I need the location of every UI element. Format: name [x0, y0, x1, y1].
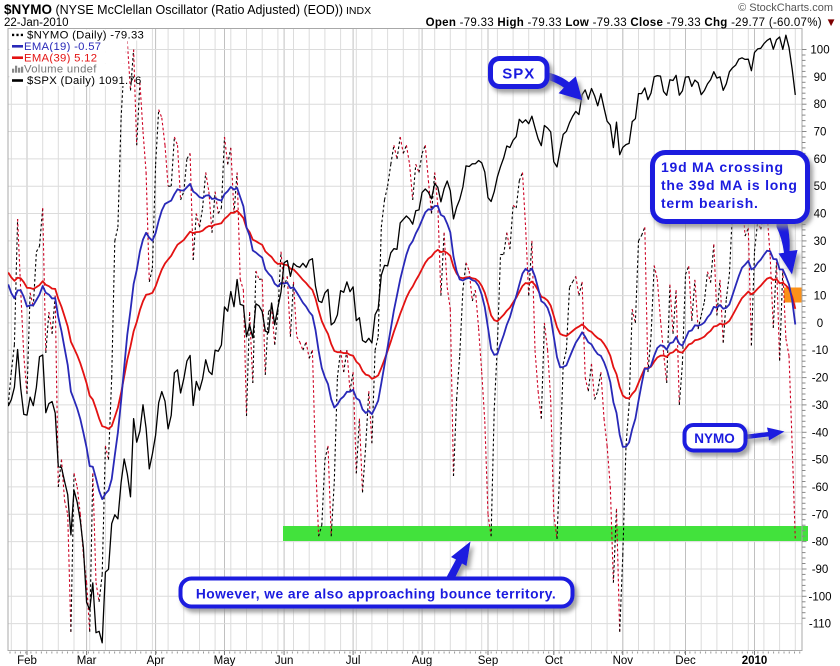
svg-text:Open -79.33 High -79.33 Low -7: Open -79.33 High -79.33 Low -79.33 Close…	[426, 17, 837, 29]
svg-text:50: 50	[814, 181, 827, 193]
svg-text:-20: -20	[812, 373, 829, 385]
svg-text:-110: -110	[809, 619, 831, 631]
svg-text:-100: -100	[808, 591, 831, 603]
svg-text:Jul: Jul	[346, 655, 361, 666]
svg-text:SPX: SPX	[502, 66, 535, 83]
svg-text:40: 40	[814, 209, 827, 221]
svg-text:the 39d MA is long: the 39d MA is long	[661, 177, 798, 193]
svg-text:22-Jan-2010: 22-Jan-2010	[4, 17, 69, 29]
svg-text:term bearish.: term bearish.	[661, 195, 759, 211]
svg-text:EMA(19) -0.57: EMA(19) -0.57	[24, 41, 101, 53]
svg-text:$SPX (Daily) 1091.76: $SPX (Daily) 1091.76	[27, 75, 142, 87]
svg-text:-70: -70	[812, 509, 829, 521]
svg-text:100: 100	[810, 45, 829, 57]
svg-text:$NYMO (NYSE McClellan Oscillat: $NYMO (NYSE McClellan Oscillator (Ratio …	[4, 2, 371, 17]
svg-text:30: 30	[814, 236, 827, 248]
svg-text:90: 90	[814, 72, 827, 84]
svg-text:10: 10	[814, 291, 827, 303]
svg-text:19d MA crossing: 19d MA crossing	[661, 159, 784, 175]
svg-text:May: May	[214, 655, 236, 666]
svg-text:-50: -50	[812, 455, 829, 467]
svg-text:However, we are also approachi: However, we are also approaching bounce …	[196, 587, 556, 602]
svg-text:-80: -80	[812, 537, 829, 549]
svg-text:Apr: Apr	[147, 655, 165, 666]
svg-text:70: 70	[814, 127, 827, 139]
svg-text:Nov: Nov	[613, 655, 634, 666]
svg-text:Dec: Dec	[675, 655, 696, 666]
svg-text:EMA(39) 5.12: EMA(39) 5.12	[24, 52, 97, 64]
svg-text:Mar: Mar	[77, 655, 97, 666]
svg-text:2010: 2010	[742, 655, 768, 666]
svg-text:80: 80	[814, 99, 827, 111]
svg-text:-60: -60	[812, 482, 829, 494]
svg-text:20: 20	[814, 263, 827, 275]
svg-text:Volume undef: Volume undef	[24, 64, 97, 76]
svg-text:-10: -10	[812, 345, 829, 357]
svg-text:-90: -90	[812, 564, 829, 576]
svg-text:$NYMO (Daily) -79.33: $NYMO (Daily) -79.33	[27, 30, 144, 42]
svg-text:Feb: Feb	[17, 655, 37, 666]
svg-text:Aug: Aug	[412, 655, 432, 666]
svg-text:NYMO: NYMO	[694, 431, 735, 446]
svg-text:0: 0	[817, 318, 823, 330]
svg-text:-40: -40	[812, 427, 829, 439]
svg-text:-30: -30	[812, 400, 829, 412]
svg-text:Jun: Jun	[275, 655, 294, 666]
svg-text:Oct: Oct	[545, 655, 564, 666]
svg-text:60: 60	[814, 154, 827, 166]
svg-text:Sep: Sep	[478, 655, 498, 666]
svg-text:© StockCharts.com: © StockCharts.com	[738, 2, 833, 14]
